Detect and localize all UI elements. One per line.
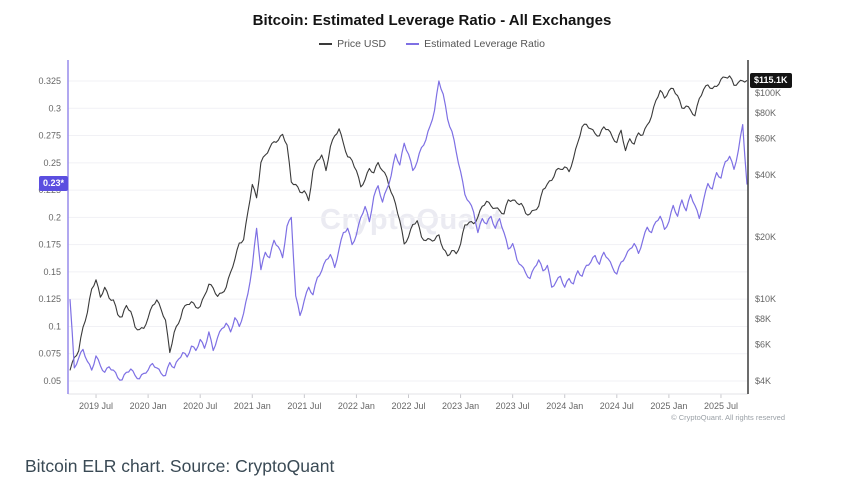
- svg-text:0.325: 0.325: [38, 76, 61, 86]
- elr-series-swatch: [406, 43, 420, 45]
- svg-text:2023 Jul: 2023 Jul: [496, 401, 530, 411]
- x-axis-ticks: 2019 Jul 2020 Jan 2020 Jul 2021 Jan 2021 Jul…: [68, 393, 748, 411]
- gridlines: [68, 80, 748, 382]
- svg-text:0.175: 0.175: [38, 240, 61, 250]
- svg-text:0.1: 0.1: [48, 321, 61, 331]
- price-elr-chart-plot[interactable]: 0.3250.30.2750.250.2250.20.1750.150.1250…: [0, 0, 864, 440]
- svg-text:2024 Jul: 2024 Jul: [600, 401, 634, 411]
- svg-text:0.3: 0.3: [48, 103, 61, 113]
- svg-text:$6K: $6K: [755, 340, 771, 350]
- svg-text:0.275: 0.275: [38, 131, 61, 141]
- svg-text:2023 Jan: 2023 Jan: [442, 401, 479, 411]
- axis-lines: [67, 60, 749, 394]
- svg-text:2021 Jan: 2021 Jan: [234, 401, 271, 411]
- legend: Price USD Estimated Leverage Ratio: [0, 38, 864, 50]
- svg-text:$100K: $100K: [755, 88, 781, 98]
- cryptoquant-watermark: CryptoQuant: [320, 204, 503, 236]
- svg-text:0.075: 0.075: [38, 349, 61, 359]
- svg-text:$80K: $80K: [755, 108, 776, 118]
- svg-text:0.25: 0.25: [43, 158, 61, 168]
- price-usd-line: [69, 75, 748, 371]
- copyright-notice: © CryptoQuant. All rights reserved: [671, 413, 785, 422]
- legend-item-elr[interactable]: Estimated Leverage Ratio: [406, 38, 545, 50]
- svg-text:$20K: $20K: [755, 232, 776, 242]
- legend-label-elr: Estimated Leverage Ratio: [424, 38, 545, 50]
- svg-text:2022 Jul: 2022 Jul: [391, 401, 425, 411]
- svg-text:2020 Jul: 2020 Jul: [183, 401, 217, 411]
- svg-text:0.15: 0.15: [43, 267, 61, 277]
- svg-text:2024 Jan: 2024 Jan: [546, 401, 583, 411]
- svg-text:$8K: $8K: [755, 314, 771, 324]
- price-current-value-badge: $115.1K: [750, 73, 792, 88]
- svg-text:$4K: $4K: [755, 376, 771, 386]
- elr-line: [69, 80, 748, 381]
- svg-text:2021 Jul: 2021 Jul: [287, 401, 321, 411]
- right-axis-labels: $100K $80K $60K $40K $20K $10K $8K $6K $4K: [755, 88, 781, 386]
- svg-text:2025 Jul: 2025 Jul: [704, 401, 738, 411]
- svg-text:0.05: 0.05: [43, 376, 61, 386]
- chart-caption: Bitcoin ELR chart. Source: CryptoQuant: [25, 456, 335, 476]
- svg-text:2022 Jan: 2022 Jan: [338, 401, 375, 411]
- svg-text:$60K: $60K: [755, 134, 776, 144]
- svg-text:2019 Jul: 2019 Jul: [79, 401, 113, 411]
- chart-card: Bitcoin: Estimated Leverage Ratio - All …: [0, 0, 864, 440]
- legend-item-price-usd[interactable]: Price USD: [319, 38, 386, 50]
- left-axis-labels: 0.3250.30.2750.250.2250.20.1750.150.1250…: [38, 76, 61, 386]
- svg-text:$10K: $10K: [755, 294, 776, 304]
- svg-text:2020 Jan: 2020 Jan: [130, 401, 167, 411]
- legend-label-price-usd: Price USD: [337, 38, 387, 50]
- series-lines: [69, 75, 748, 381]
- price-series-swatch: [319, 43, 333, 45]
- svg-text:2025 Jan: 2025 Jan: [650, 401, 687, 411]
- svg-text:$40K: $40K: [755, 170, 776, 180]
- svg-text:0.125: 0.125: [38, 294, 61, 304]
- chart-title: Bitcoin: Estimated Leverage Ratio - All …: [252, 12, 612, 29]
- svg-text:0.2: 0.2: [48, 212, 61, 222]
- elr-current-value-badge: 0.23*: [38, 176, 68, 191]
